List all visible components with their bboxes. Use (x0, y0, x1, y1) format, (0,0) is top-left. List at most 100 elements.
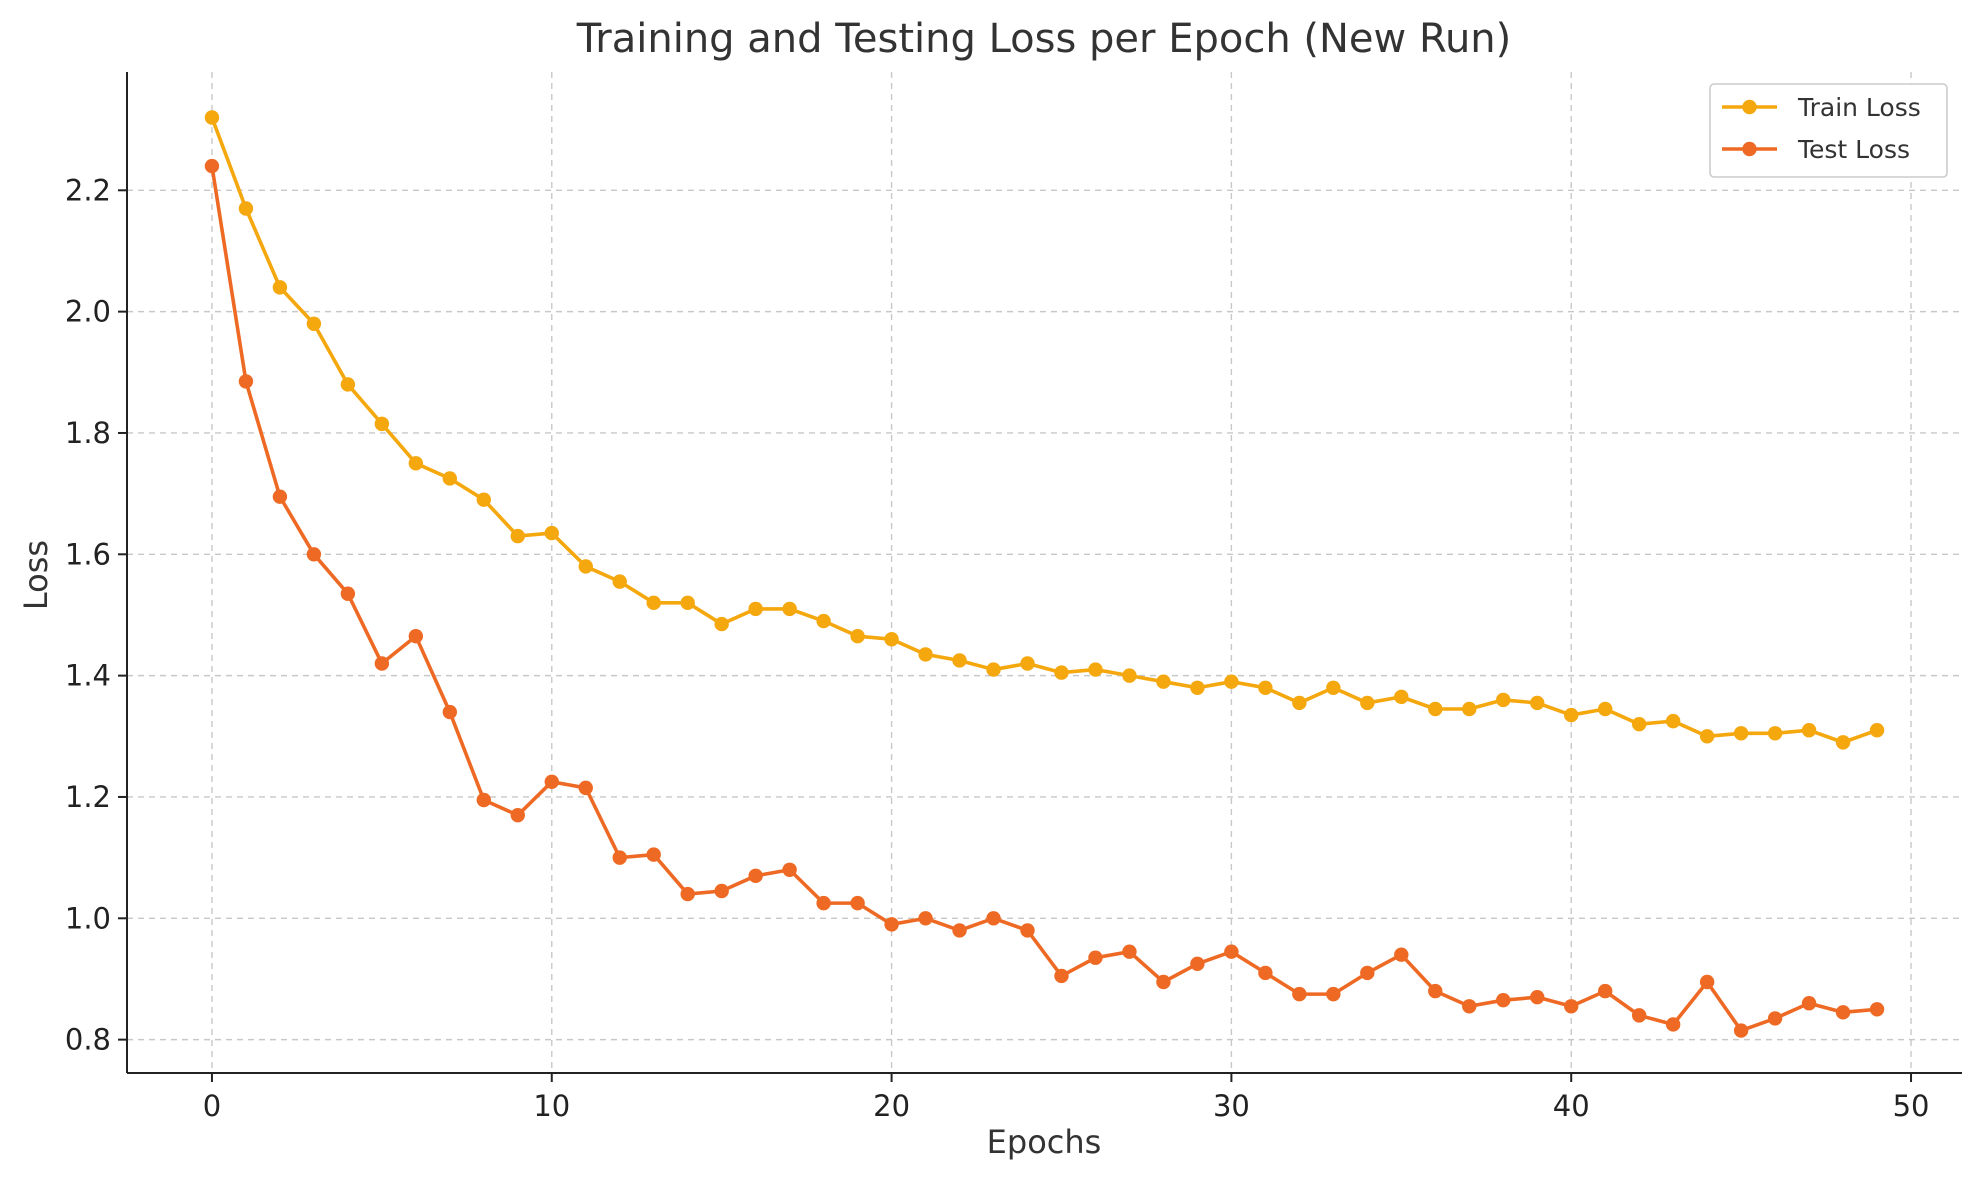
train-loss-point (884, 632, 899, 647)
train-loss-point (340, 377, 356, 392)
y-axis-label: Loss (17, 540, 55, 610)
chart-title: Training and Testing Loss per Epoch (New… (576, 16, 1512, 62)
train-loss-point (1801, 723, 1817, 738)
test-loss-point (1088, 950, 1103, 965)
test-loss-point (1428, 983, 1443, 999)
train-loss-point (1088, 662, 1103, 677)
test-loss-point (986, 911, 1001, 926)
y-tick-label: 2.2 (65, 173, 111, 207)
y-tick-label: 1.2 (65, 780, 111, 814)
train-loss-point (1462, 701, 1477, 717)
legend-label: Train Loss (1797, 93, 1921, 122)
test-loss-point (1767, 1011, 1783, 1026)
train-loss-point (306, 316, 322, 331)
train-loss-line (210, 116, 1878, 745)
legend-swatch-marker (1742, 99, 1757, 115)
x-tick-label: 50 (1893, 1089, 1930, 1123)
train-loss-point (952, 653, 967, 668)
train-loss-point (646, 595, 661, 611)
train-loss-point (782, 601, 797, 617)
test-loss-point (1156, 974, 1171, 990)
test-loss-point (1801, 996, 1817, 1011)
train-loss-point (1428, 701, 1443, 717)
test-loss-point (578, 780, 593, 796)
x-tick-label: 20 (873, 1089, 910, 1123)
train-loss-point (1394, 689, 1409, 705)
y-tick-label: 1.6 (65, 537, 111, 571)
train-loss-point (1733, 726, 1749, 741)
train-loss-point (1054, 665, 1069, 680)
test-loss-point (1258, 965, 1273, 981)
test-loss-point (1326, 986, 1341, 1002)
train-loss-point (1530, 695, 1545, 711)
train-loss-point (714, 616, 729, 632)
test-loss-point (1190, 956, 1205, 971)
series-test-loss (204, 158, 1885, 1038)
test-loss-point (1020, 923, 1035, 938)
legend-item-train-loss: Train Loss (1722, 93, 1921, 122)
test-loss-point (1835, 1005, 1851, 1020)
train-loss-point (816, 613, 831, 629)
legend: Train Loss Test Loss (1709, 83, 1948, 178)
grid (127, 72, 1962, 1073)
test-loss-point (884, 917, 899, 932)
test-loss-point (1564, 999, 1579, 1014)
test-loss-point (340, 586, 356, 601)
train-loss-point (272, 280, 288, 295)
test-loss-point (442, 704, 458, 720)
train-loss-point (1699, 729, 1715, 744)
train-loss-point (408, 456, 424, 471)
y-tick-label: 1.8 (65, 416, 111, 450)
train-loss-point (578, 559, 593, 574)
test-loss-point (306, 547, 322, 562)
test-loss-point (1631, 1008, 1647, 1023)
test-loss-point (374, 656, 390, 671)
train-loss-point (1156, 674, 1171, 689)
x-tick-label: 10 (533, 1089, 570, 1123)
test-loss-point (1122, 944, 1137, 959)
legend-items: Train Loss Test Loss (1722, 93, 1921, 164)
test-loss-point (1530, 989, 1545, 1005)
train-loss-point (1020, 656, 1035, 671)
train-loss-point (1631, 716, 1647, 732)
test-loss-point (816, 895, 831, 911)
train-loss-point (1767, 726, 1783, 741)
y-tick-label: 1.4 (65, 659, 111, 693)
train-loss-point (850, 629, 865, 644)
test-loss-point (714, 883, 729, 899)
train-loss-point (1292, 695, 1307, 711)
test-loss-point (1224, 944, 1239, 959)
test-loss-point (782, 862, 797, 877)
axes: 0 10 20 30 40 50 0.8 1.0 1.2 1.4 1.6 1.8 2.0 2.2 (65, 72, 1962, 1123)
x-tick-label: 0 (203, 1089, 221, 1123)
train-loss-point (1190, 680, 1205, 695)
legend-swatch-marker (1742, 141, 1757, 157)
test-loss-point (1597, 983, 1613, 999)
train-loss-point (748, 601, 763, 617)
test-loss-point (272, 489, 288, 504)
train-loss-point (680, 595, 695, 611)
test-loss-point (1054, 968, 1069, 984)
train-loss-point (510, 528, 525, 544)
train-loss-point (1564, 707, 1579, 723)
test-loss-point (1869, 1002, 1885, 1017)
legend-label: Test Loss (1797, 135, 1910, 164)
test-loss-point (850, 895, 865, 911)
train-loss-point (918, 647, 933, 662)
test-loss-point (544, 774, 559, 789)
train-loss-point (544, 525, 559, 541)
test-loss-point (918, 911, 933, 926)
y-tick-label: 0.8 (65, 1023, 111, 1057)
train-loss-point (1597, 701, 1613, 717)
y-tick-label: 1.0 (65, 901, 111, 935)
train-loss-point (204, 110, 220, 125)
train-loss-point (1360, 695, 1375, 711)
y-tick-label: 2.0 (65, 295, 111, 329)
train-loss-point (238, 201, 254, 216)
test-loss-point (1733, 1023, 1749, 1038)
train-loss-point (612, 574, 627, 589)
x-tick-label: 40 (1553, 1089, 1590, 1123)
test-loss-line (210, 165, 1878, 1033)
test-loss-point (748, 868, 763, 884)
